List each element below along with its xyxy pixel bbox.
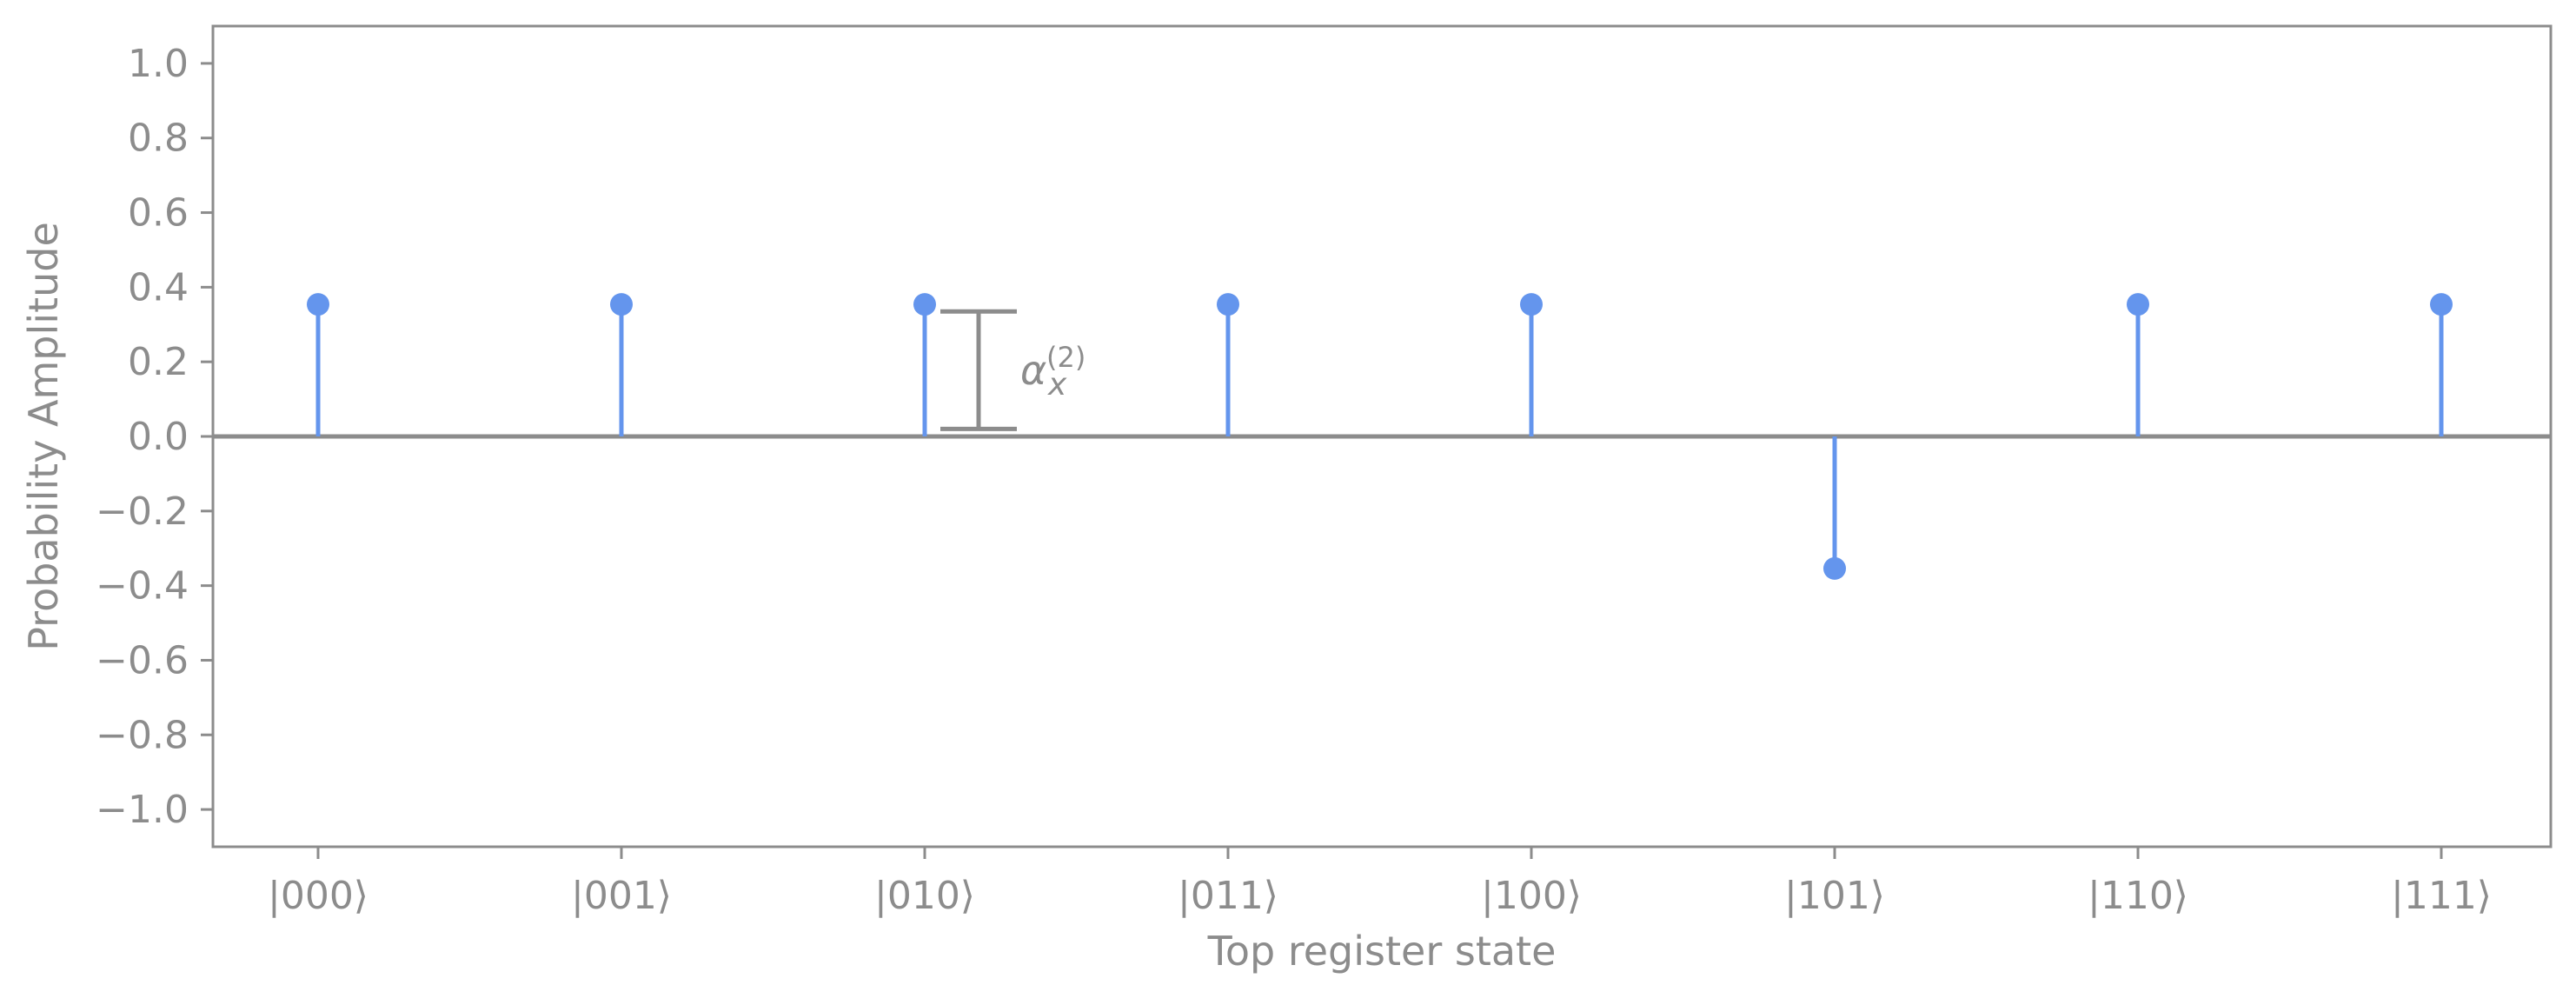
x-tick-label: |001⟩ [571,874,672,918]
annotation-superscript: (2) [1046,341,1086,374]
stem-marker [2127,293,2149,316]
y-tick-label: 0.4 [128,265,189,309]
x-axis: |000⟩ |001⟩ |010⟩ |011⟩ |100⟩ |101⟩ |110⟩ |111⟩ [268,847,2492,918]
y-tick-label: 0.0 [128,415,189,459]
stem-marker [610,293,633,316]
stem-marker [1520,293,1543,316]
y-tick-label: 0.2 [128,340,189,384]
y-tick-label: −0.8 [96,713,189,757]
y-axis: 1.0 0.8 0.6 0.4 0.2 0.0 −0.2 −0.4 −0.6 −0.8 −1.0 [96,42,213,832]
stem-series [307,293,2453,580]
x-tick-label: |101⟩ [1784,874,1885,918]
stem-marker [307,293,329,316]
x-tick-label: |000⟩ [268,874,368,918]
y-tick-label: −0.2 [96,489,189,534]
x-tick-label: |110⟩ [2088,874,2188,918]
stem-marker [2430,293,2453,316]
x-tick-label: |011⟩ [1178,874,1278,918]
stem-marker [913,293,936,316]
x-tick-label: |100⟩ [1481,874,1582,918]
x-tick-label: |010⟩ [874,874,975,918]
y-tick-label: 1.0 [128,42,189,86]
amplitude-annotation: α (2)x [940,309,1086,431]
y-tick-label: 0.8 [128,116,189,161]
y-tick-label: −0.4 [96,564,189,609]
y-tick-label: 0.6 [128,191,189,236]
y-tick-label: −1.0 [96,788,189,832]
y-tick-label: −0.6 [96,638,189,682]
x-tick-label: |111⟩ [2391,874,2492,918]
annotation-symbol: α [1020,347,1046,394]
annotation-subscript: x [1047,367,1067,403]
stem-marker [1823,556,1846,580]
stem-marker [1217,293,1239,316]
y-axis-title: Probability Amplitude [20,222,67,651]
x-axis-title: Top register state [1207,928,1557,975]
